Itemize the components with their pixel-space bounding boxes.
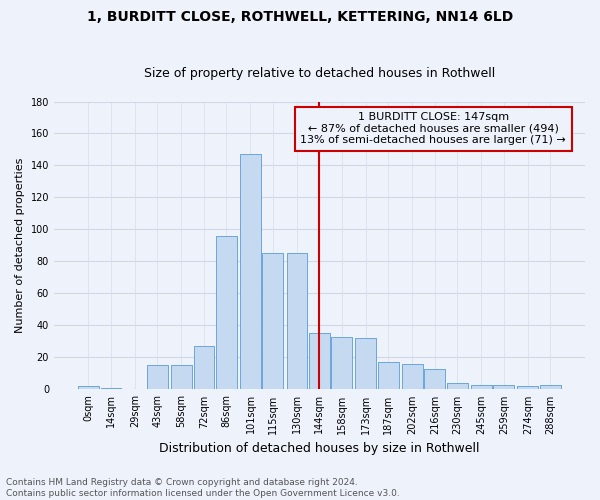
Bar <box>216 236 237 390</box>
Bar <box>355 338 376 390</box>
Bar <box>471 384 492 390</box>
Text: 1 BURDITT CLOSE: 147sqm
← 87% of detached houses are smaller (494)
13% of semi-d: 1 BURDITT CLOSE: 147sqm ← 87% of detache… <box>301 112 566 146</box>
Bar <box>447 383 468 390</box>
Bar <box>493 384 514 390</box>
Bar <box>287 254 307 390</box>
Bar <box>78 386 99 390</box>
Bar <box>194 346 214 390</box>
Bar <box>402 364 423 390</box>
Bar <box>424 368 445 390</box>
Bar <box>331 336 352 390</box>
Bar <box>378 362 399 390</box>
Title: Size of property relative to detached houses in Rothwell: Size of property relative to detached ho… <box>144 66 495 80</box>
Text: Contains HM Land Registry data © Crown copyright and database right 2024.
Contai: Contains HM Land Registry data © Crown c… <box>6 478 400 498</box>
Bar <box>262 254 283 390</box>
Bar <box>540 384 561 390</box>
Y-axis label: Number of detached properties: Number of detached properties <box>15 158 25 333</box>
X-axis label: Distribution of detached houses by size in Rothwell: Distribution of detached houses by size … <box>159 442 479 455</box>
Bar <box>240 154 261 390</box>
Bar <box>309 334 330 390</box>
Bar <box>147 366 168 390</box>
Bar <box>517 386 538 390</box>
Bar <box>101 388 121 390</box>
Text: 1, BURDITT CLOSE, ROTHWELL, KETTERING, NN14 6LD: 1, BURDITT CLOSE, ROTHWELL, KETTERING, N… <box>87 10 513 24</box>
Bar <box>171 366 192 390</box>
